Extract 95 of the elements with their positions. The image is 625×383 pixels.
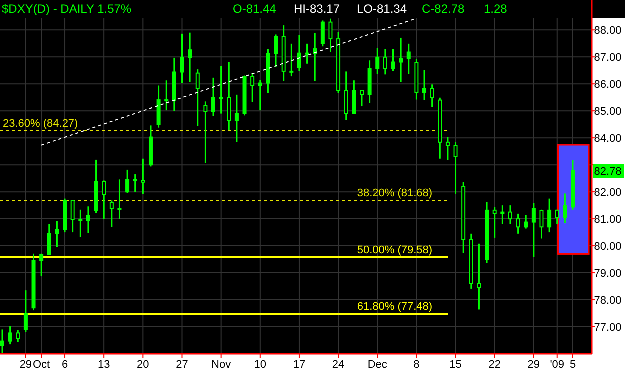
candlestick: [399, 37, 404, 83]
x-tick-label: 13: [98, 359, 110, 371]
x-tick-label: 10: [254, 359, 267, 371]
text: HI-83.17: [294, 2, 340, 16]
candlestick: [102, 180, 106, 220]
text: O-81.44: [233, 2, 277, 16]
candlestick: [0, 328, 4, 354]
candlestick: [250, 72, 255, 103]
candlestick: [446, 136, 450, 162]
candlestick: [86, 206, 90, 234]
candlestick: [297, 34, 302, 72]
candlestick: [47, 224, 52, 256]
x-tick-label: 5: [570, 359, 576, 371]
candlestick: [454, 141, 458, 195]
candlestick: [313, 32, 318, 82]
candlestick: [55, 220, 60, 248]
candlestick: [16, 330, 20, 343]
x-tick-label: 27: [176, 359, 188, 371]
y-tick-label: 85.00: [594, 106, 622, 118]
candlestick: [78, 209, 83, 238]
ref-line-label: 61.80% (77.48): [357, 301, 433, 314]
candlestick: [70, 200, 75, 234]
y-tick-label: 80.00: [594, 241, 622, 254]
candlestick: [391, 48, 396, 72]
x-tick-label: 24: [332, 359, 345, 371]
candlestick: [196, 68, 200, 128]
candlestick: [290, 43, 294, 78]
candlestick: [258, 79, 262, 112]
x-tick-label: Nov: [212, 359, 232, 371]
ref-line-label: 50.00% (79.58): [357, 244, 433, 256]
y-tick-label: 78.00: [594, 295, 622, 308]
candlestick: [477, 243, 482, 310]
candlestick: [555, 209, 560, 226]
y-tick-label: 84.00: [594, 133, 622, 146]
candlestick: [430, 84, 434, 108]
candlestick: [212, 77, 216, 118]
x-tick-label: 22: [488, 359, 501, 371]
candlestick: [563, 192, 568, 224]
candlestick: [227, 62, 232, 132]
x-tick-label: Dec: [368, 359, 388, 371]
x-tick-label: 29: [20, 359, 32, 371]
candlestick: [40, 253, 44, 278]
candlestick: [508, 204, 512, 226]
candlestick: [219, 66, 224, 115]
candlestick: [24, 290, 28, 333]
text: C-82.78: [422, 2, 466, 16]
candlestick: [8, 326, 12, 346]
candlestick: [133, 174, 138, 194]
candlestick: [234, 94, 239, 143]
candlestick: [548, 198, 552, 234]
candlestick: [110, 200, 114, 228]
candlestick: [305, 43, 310, 65]
y-tick-label: 87.00: [594, 52, 622, 64]
candlestick: [376, 47, 380, 75]
candlestick: [352, 80, 356, 115]
candlestick: [540, 209, 544, 240]
candlestick: [141, 158, 146, 195]
candlestick: [344, 70, 348, 121]
candlestick: [406, 43, 411, 75]
candlestick: [383, 48, 388, 76]
x-tick-label: 20: [137, 359, 150, 371]
candlestick: [516, 213, 520, 235]
y-tick-label: 88.00: [594, 25, 622, 38]
x-tick-label: '09: [550, 359, 565, 371]
candlestick: [422, 69, 427, 101]
candlestick: [320, 20, 325, 48]
candlestick: [164, 80, 169, 112]
ref-line-label: 38.20% (81.68): [357, 188, 433, 200]
y-tick-label: 77.00: [594, 322, 622, 334]
x-tick-label: 8: [414, 359, 420, 371]
y-tick-label: 86.00: [594, 79, 622, 92]
y-tick-label: 81.00: [594, 214, 622, 226]
candlestick: [274, 34, 278, 68]
y-tick-label: 82.00: [594, 187, 622, 200]
x-tick-label: 6: [62, 359, 68, 371]
candlestick: [524, 214, 528, 230]
candlestick: [532, 202, 536, 258]
candlestick: [188, 32, 192, 83]
chart-title: $DXY(D) - DAILY 1.57%: [2, 2, 132, 16]
candlestick: [360, 89, 364, 108]
candlestick: [500, 204, 505, 226]
x-tick-label: 17: [293, 359, 306, 371]
x-tick-label: 29: [528, 359, 540, 371]
annotation: 82.78: [594, 166, 622, 178]
text: 1.28: [484, 2, 508, 16]
x-tick-label: 15: [450, 359, 462, 371]
candlestick: [492, 206, 497, 239]
candlestick: [118, 178, 122, 220]
y-tick-label: 79.00: [594, 268, 622, 280]
text: LO-81.34: [357, 2, 408, 16]
x-tick-label: Oct: [33, 359, 50, 371]
candlestick: [204, 100, 208, 164]
candlestick: [180, 33, 184, 84]
candlestick: [126, 169, 130, 194]
ref-line-label: 23.60% (84.27): [3, 118, 78, 130]
